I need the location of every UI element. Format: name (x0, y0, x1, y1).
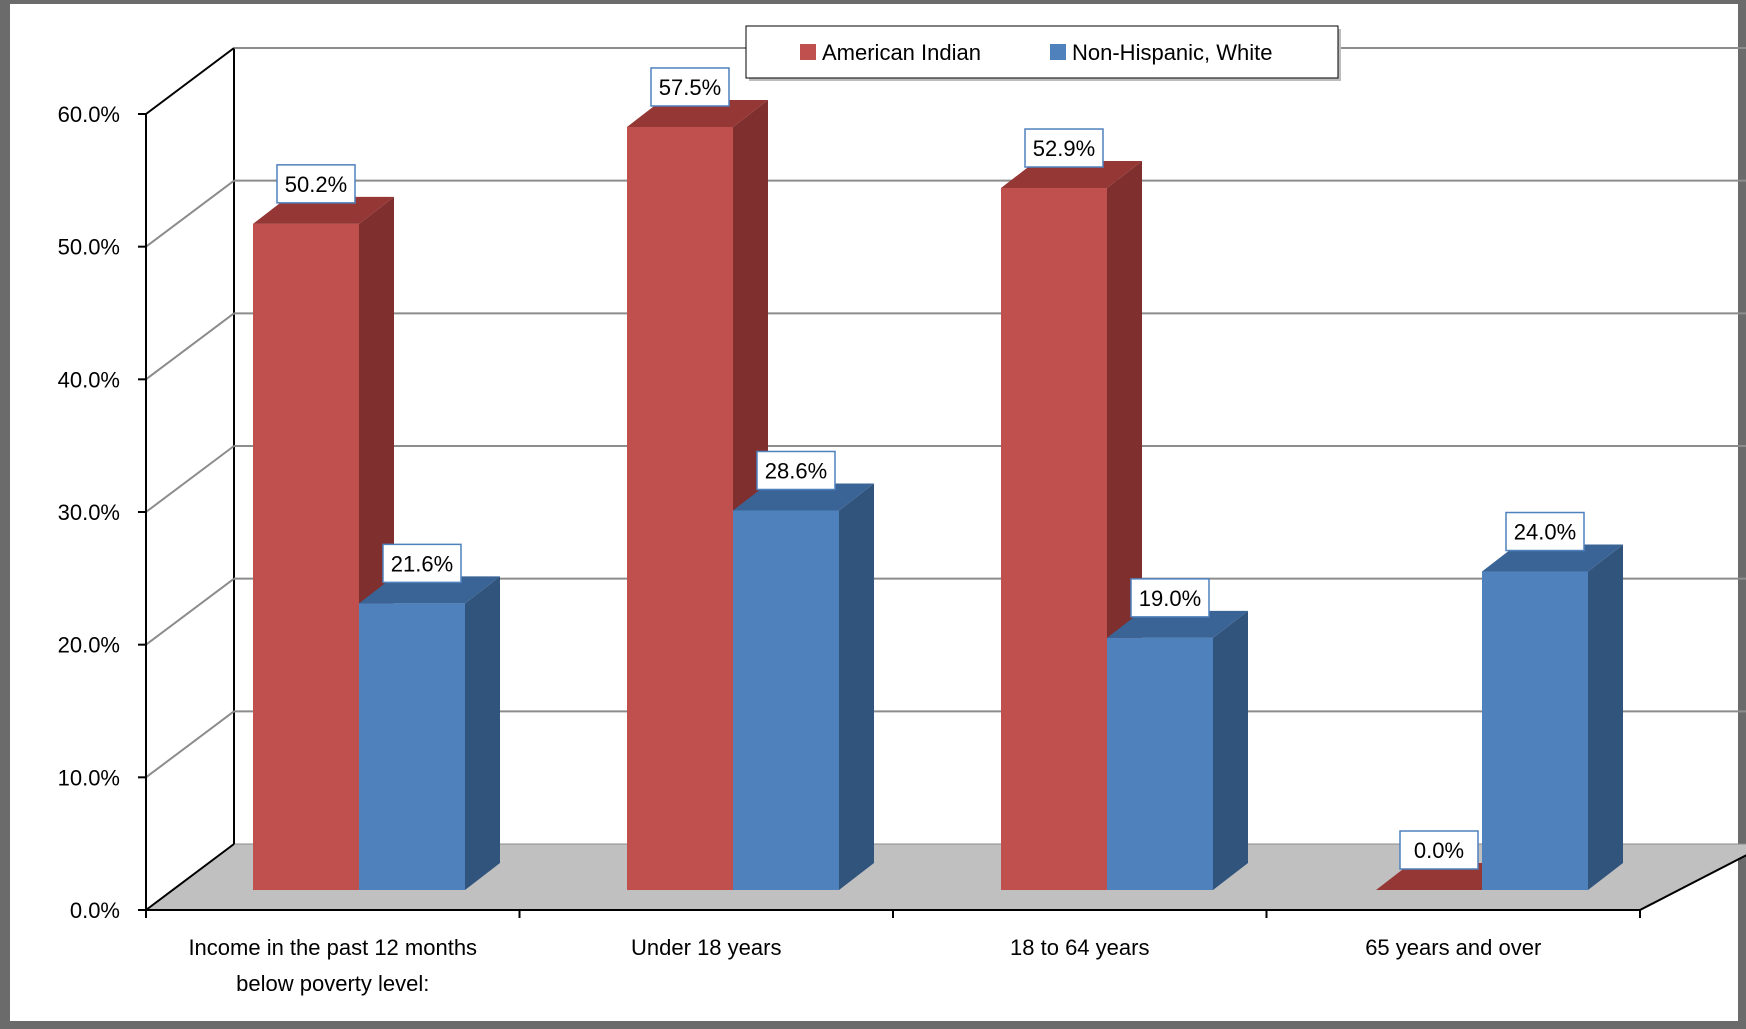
legend-label: American Indian (822, 40, 981, 65)
data-label-box (650, 67, 730, 107)
data-label-box (1505, 511, 1585, 552)
data-label-text: 28.6% (765, 458, 827, 483)
bars (253, 99, 1623, 891)
data-label: 57.5% (650, 67, 730, 107)
legend: American Indian Non-Hispanic, White (745, 25, 1341, 81)
floor-right-edge (1639, 854, 1746, 911)
bar-front (1107, 637, 1213, 890)
data-label: 50.2% (276, 164, 356, 204)
data-label: 19.0% (1130, 578, 1210, 618)
data-label: 52.9% (1024, 128, 1104, 168)
bar-side (465, 576, 500, 890)
data-label-text: 19.0% (1139, 586, 1201, 611)
data-label-text: 24.0% (1514, 520, 1576, 545)
gridline-side (145, 445, 235, 513)
bar-non-hispanic-white (1107, 610, 1248, 890)
bar-non-hispanic-white (1482, 544, 1623, 890)
y-tick-label: 60.0% (58, 102, 120, 127)
data-label-text: 52.9% (1033, 136, 1095, 161)
x-category-label: 65 years and over (1365, 935, 1541, 960)
y-tick-label: 40.0% (58, 367, 120, 392)
gridline-side (145, 179, 235, 248)
gridline-side (145, 312, 235, 381)
y-tick-label: 50.0% (58, 235, 120, 260)
data-label-box (382, 543, 462, 584)
data-label-box (1130, 578, 1210, 618)
legend-box (745, 25, 1339, 79)
bar-front (627, 126, 733, 891)
data-label-text: 57.5% (659, 75, 721, 100)
data-label-box (276, 164, 356, 204)
bar-front (733, 510, 839, 890)
y-tick-label: 30.0% (58, 500, 120, 525)
bar-non-hispanic-white (359, 576, 500, 890)
data-label-text: 21.6% (391, 551, 453, 576)
data-label: 28.6% (756, 450, 836, 491)
gridline-side (145, 843, 235, 911)
y-axis: 0.0% 10.0% 20.0% 30.0% 40.0% 50.0% 60.0% (58, 102, 1746, 923)
x-category-label: 18 to 64 years (1010, 935, 1149, 960)
data-labels: 50.2% 57.5% 52.9% 0.0% 21.6% 28.6% 19.0% 24.0% (276, 67, 1585, 870)
data-label-box (1399, 830, 1479, 870)
bar-front (1482, 571, 1588, 890)
data-label-box (1024, 128, 1104, 168)
data-label: 0.0% (1399, 830, 1479, 870)
legend-label: Non-Hispanic, White (1072, 40, 1273, 65)
data-label-text: 50.2% (285, 172, 347, 197)
bar-side (1213, 610, 1248, 890)
gridline-side (145, 47, 235, 115)
y-tick-label: 20.0% (58, 633, 120, 658)
bar-side (1588, 544, 1623, 890)
y-tick-label: 0.0% (70, 898, 120, 923)
data-label-box (756, 450, 836, 491)
gridline-side (145, 710, 235, 779)
legend-swatch (1050, 44, 1066, 60)
y-tick-label: 10.0% (58, 765, 120, 790)
x-category-label: Under 18 years (631, 935, 781, 960)
bar-non-hispanic-white (733, 483, 874, 890)
x-category-label: Income in the past 12 months (188, 935, 477, 960)
bar-side (839, 483, 874, 890)
data-label: 21.6% (382, 543, 462, 584)
legend-swatch (800, 44, 816, 60)
x-axis-labels: Income in the past 12 months below povert… (188, 935, 1541, 996)
data-label: 24.0% (1505, 511, 1585, 552)
data-label-text: 0.0% (1414, 838, 1464, 863)
bar-front (1001, 188, 1107, 891)
bar-front (359, 603, 465, 890)
x-category-label: below poverty level: (236, 971, 429, 996)
bar-front (253, 223, 359, 890)
gridline-side (145, 577, 235, 646)
